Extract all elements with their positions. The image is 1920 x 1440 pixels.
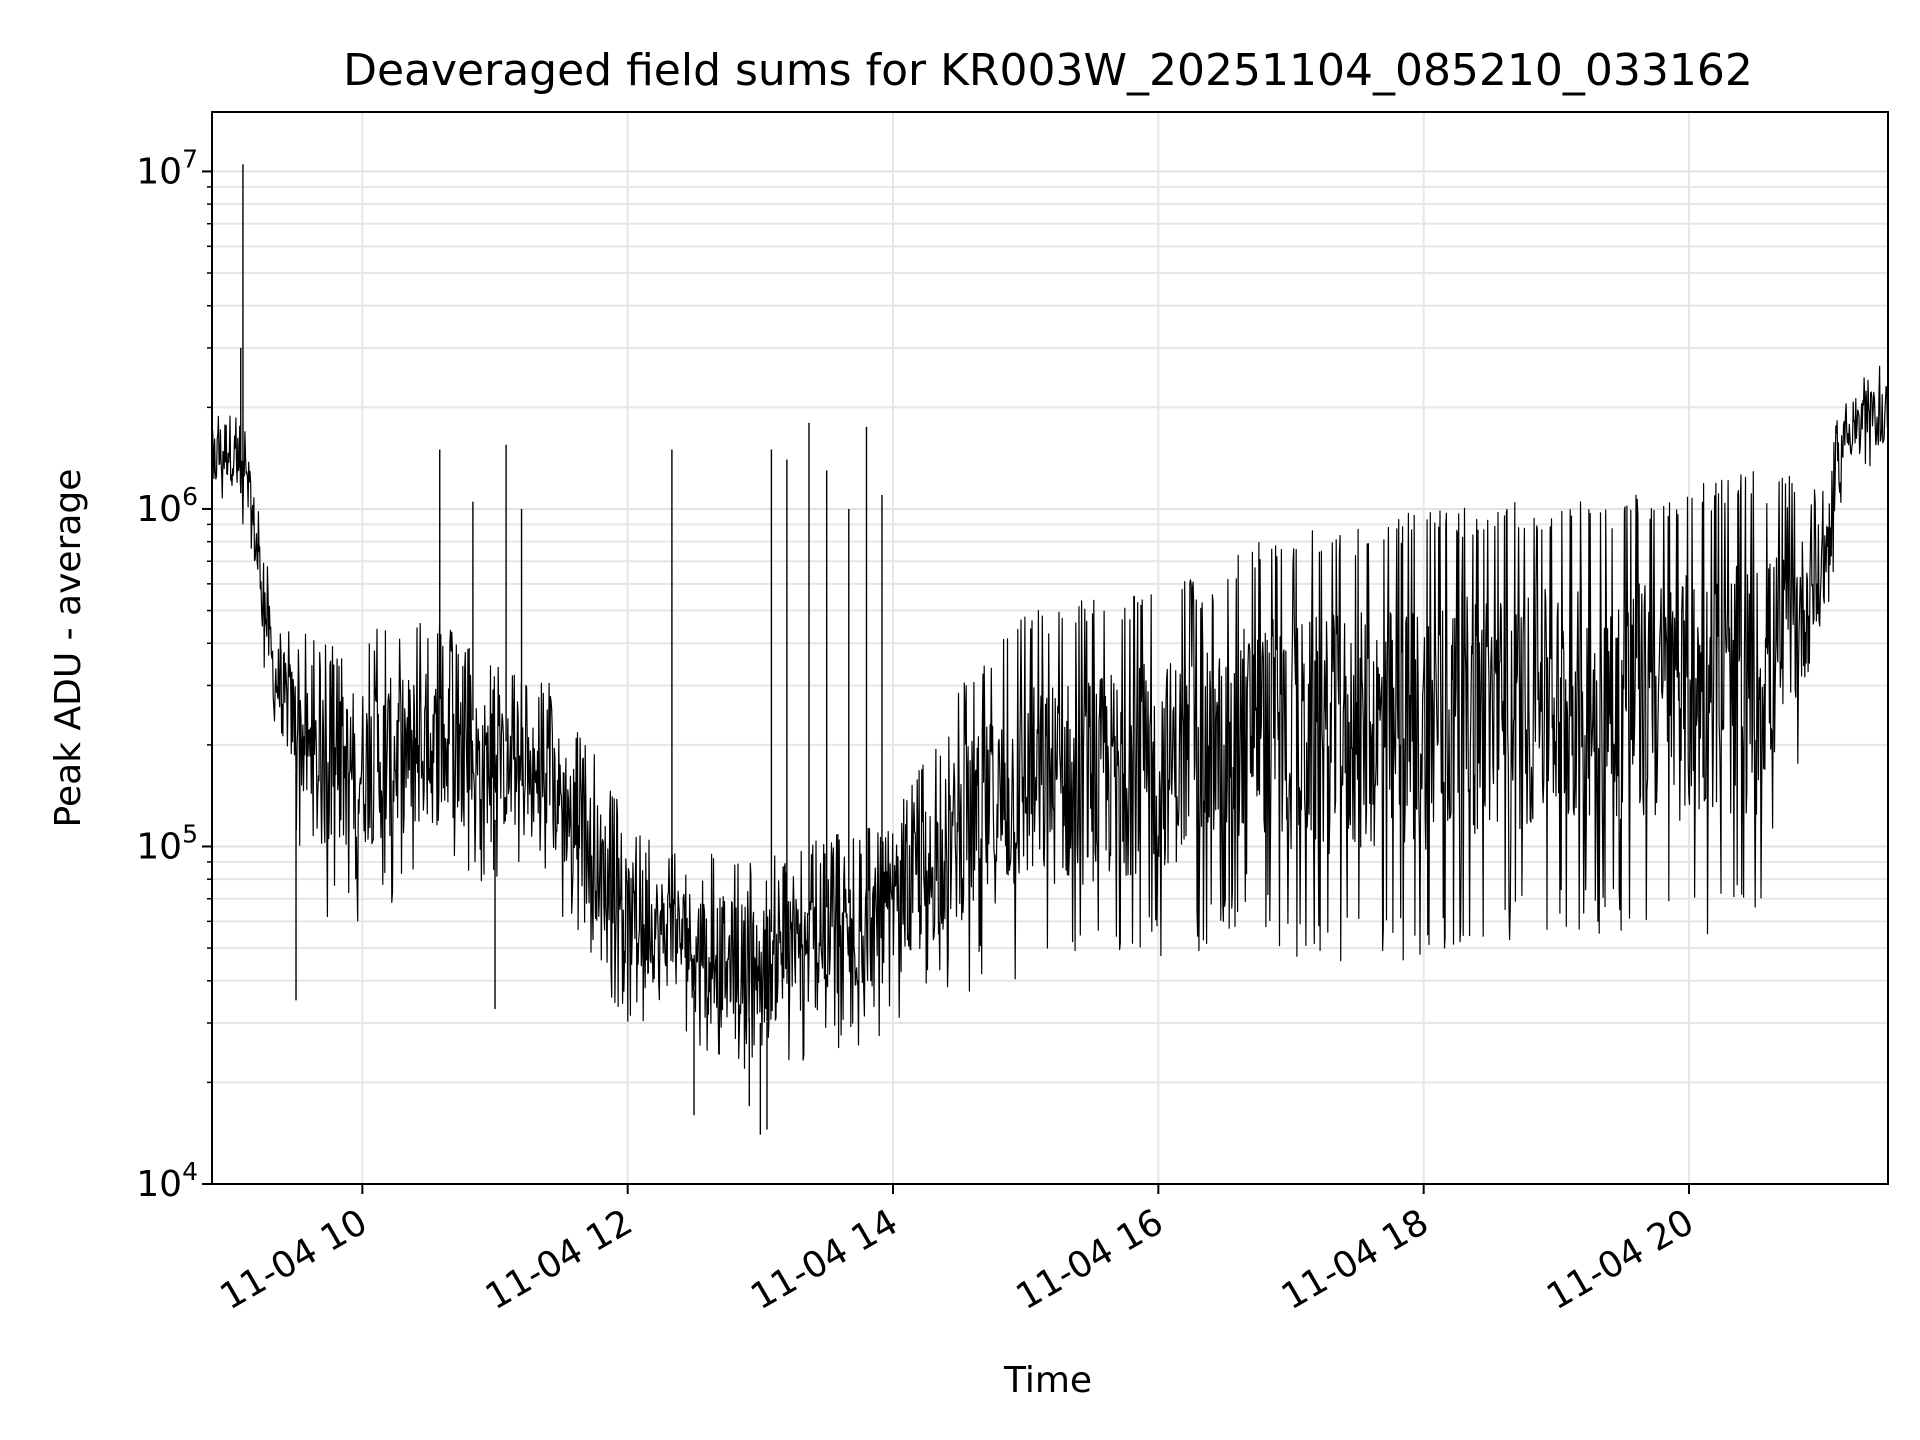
plot-frame	[211, 111, 1889, 1185]
x-tick-label: 11-04 12	[479, 1202, 640, 1318]
x-tick-label: 11-04 18	[1275, 1202, 1436, 1318]
x-tick-label: 11-04 20	[1540, 1202, 1701, 1318]
chart-title: Deaveraged field sums for KR003W_2025110…	[343, 45, 1753, 96]
y-tick-label: 107	[136, 144, 198, 192]
x-axis-label: Time	[1003, 1360, 1092, 1401]
y-tick-label: 105	[136, 819, 198, 867]
y-tick-label: 106	[136, 482, 198, 530]
y-tick-label: 104	[136, 1157, 198, 1205]
series-line	[212, 365, 1888, 1069]
plot-area	[212, 164, 1888, 1135]
series-layer	[212, 164, 1888, 1135]
y-axis: 104 105 106 107	[136, 144, 212, 1205]
x-axis: 11-04 10 11-04 12 11-04 14 11-04 16 11-04 18…	[214, 1184, 1701, 1318]
x-tick-label: 11-04 10	[214, 1202, 375, 1318]
y-axis-label: Peak ADU - average	[48, 469, 89, 828]
x-tick-label: 11-04 16	[1010, 1202, 1171, 1318]
x-tick-label: 11-04 14	[744, 1202, 905, 1318]
